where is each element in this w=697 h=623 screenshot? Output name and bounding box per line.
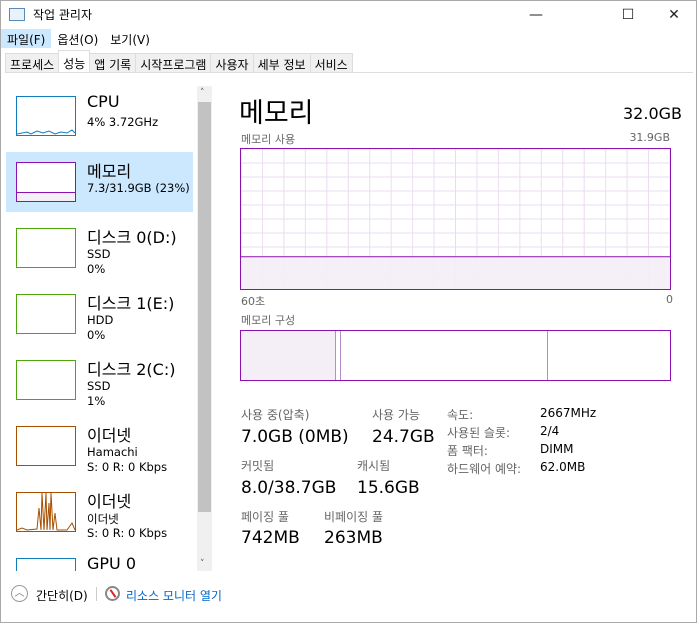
maximize-button[interactable]: ☐ [621,7,635,23]
detail-value: 2/4 [540,424,560,438]
window-title: 작업 관리자 [33,8,93,22]
tab-bar: 프로세스 성능 앱 기록 시작프로그램 사용자 세부 정보 서비스 [5,50,693,73]
sidebar-item[interactable]: 디스크 1(E:) HDD 0% [6,284,193,344]
cached-value: 15.6GB [357,478,420,498]
thumbnail-graph [16,162,76,202]
available-label: 사용 가능 [372,408,420,422]
item-detail: 0% [87,328,106,342]
nonpaged-pool-value: 263MB [324,528,383,548]
thumbnail-graph [16,558,76,571]
available-value: 24.7GB [372,427,435,447]
tab-services[interactable]: 서비스 [309,53,353,72]
item-name: 디스크 2(C:) [87,360,176,379]
time-left-label: 60초 [241,295,266,308]
usage-max: 31.9GB [629,131,670,144]
tab-users[interactable]: 사용자 [210,53,254,72]
tab-startup[interactable]: 시작프로그램 [135,53,212,72]
scroll-down-icon[interactable]: ˅ [200,559,205,569]
chevron-up-icon[interactable]: ︿ [11,585,28,602]
usage-fill [241,256,670,289]
item-detail: S: 0 R: 0 Kbps [87,526,168,540]
paged-pool-value: 742MB [241,528,300,548]
cached-label: 캐시됨 [357,459,391,473]
item-detail: 0% [87,262,106,276]
open-resource-monitor-link[interactable]: 리소스 모니터 열기 [126,589,222,603]
item-subtitle: 이더넷 [87,512,119,526]
sidebar-item[interactable]: 이더넷 이더넷 S: 0 R: 0 Kbps [6,482,193,542]
detail-key: 사용된 슬롯: [447,426,511,440]
app-icon [9,8,25,21]
time-right-label: 0 [666,293,673,306]
in-use-label: 사용 중(압축) [241,408,310,422]
menu-view[interactable]: 보기(V) [110,33,150,47]
item-name: GPU 0 [87,554,137,571]
tab-processes[interactable]: 프로세스 [5,53,60,72]
item-subtitle: 7.3/31.9GB (23%) [87,181,190,195]
detail-key: 폼 팩터: [447,444,488,458]
item-detail: 1% [87,394,106,408]
item-name: 메모리 [87,162,132,181]
item-detail: S: 0 R: 0 Kbps [87,460,168,474]
sidebar-item[interactable]: 디스크 0(D:) SSD 0% [6,218,193,278]
thumbnail-graph [16,294,76,334]
item-subtitle: Hamachi [87,445,138,459]
thumbnail-graph [16,426,76,466]
sidebar-item[interactable]: 디스크 2(C:) SSD 1% [6,350,193,410]
page-title: 메모리 [239,98,314,129]
detail-key: 속도: [447,408,474,422]
committed-label: 커밋됨 [241,459,275,473]
item-subtitle: HDD [87,313,114,327]
item-name: 디스크 0(D:) [87,228,177,247]
item-name: 이더넷 [87,426,132,445]
modified-segment [340,331,341,380]
item-subtitle: 4% 3.72GHz [87,115,159,129]
footer: ︿ 간단히(D) 리소스 모니터 열기 [1,579,697,609]
in-use-segment [241,331,336,380]
item-name: 이더넷 [87,492,132,511]
sidebar-item[interactable]: 이더넷 Hamachi S: 0 R: 0 Kbps [6,416,193,476]
detail-key: 하드웨어 예약: [447,462,522,476]
tab-app-history[interactable]: 앱 기록 [89,53,137,72]
scroll-up-icon[interactable]: ˄ [200,88,205,98]
usage-label: 메모리 사용 [241,133,296,146]
sidebar-item[interactable]: CPU 4% 3.72GHz [6,86,193,146]
tab-details[interactable]: 세부 정보 [252,53,311,72]
scrollbar-thumb[interactable] [198,102,211,512]
sidebar-item[interactable]: 메모리 7.3/31.9GB (23%) [6,152,193,212]
resource-list: CPU 4% 3.72GHz 메모리 7.3/31.9GB (23%) 디스크 0(D:… [6,86,213,571]
item-name: 디스크 1(E:) [87,294,175,313]
menu-options[interactable]: 옵션(O) [57,33,99,47]
scrollbar[interactable]: ˄ ˅ [197,86,212,571]
committed-value: 8.0/38.7GB [241,478,337,498]
divider [96,587,97,601]
thumbnail-graph [16,492,76,532]
standby-segment [547,331,548,380]
thumbnail-graph [16,96,76,136]
item-name: CPU [87,92,120,111]
fewer-details-button[interactable]: 간단히(D) [36,589,88,603]
nonpaged-pool-label: 비페이징 풀 [324,510,384,524]
memory-usage-graph [240,148,671,290]
tab-performance[interactable]: 성능 [58,50,91,72]
item-subtitle: SSD [87,247,111,261]
sidebar-item[interactable]: GPU 0NVIDIA GeForce R [6,548,193,571]
detail-value: DIMM [540,442,574,456]
item-subtitle: SSD [87,379,111,393]
paged-pool-label: 페이징 풀 [241,510,289,524]
resource-monitor-icon [105,586,120,601]
detail-value: 62.0MB [540,460,586,474]
minimize-button[interactable]: — [529,7,543,23]
thumbnail-graph [16,360,76,400]
composition-label: 메모리 구성 [241,314,296,327]
menu-bar: 파일(F) 옵션(O) 보기(V) [1,29,156,48]
close-button[interactable]: ✕ [668,7,680,23]
menu-file[interactable]: 파일(F) [1,29,52,48]
detail-value: 2667MHz [540,406,597,420]
memory-total: 32.0GB [623,104,682,123]
memory-composition-bar [240,330,671,381]
thumbnail-graph [16,228,76,268]
in-use-value: 7.0GB (0MB) [241,427,349,447]
